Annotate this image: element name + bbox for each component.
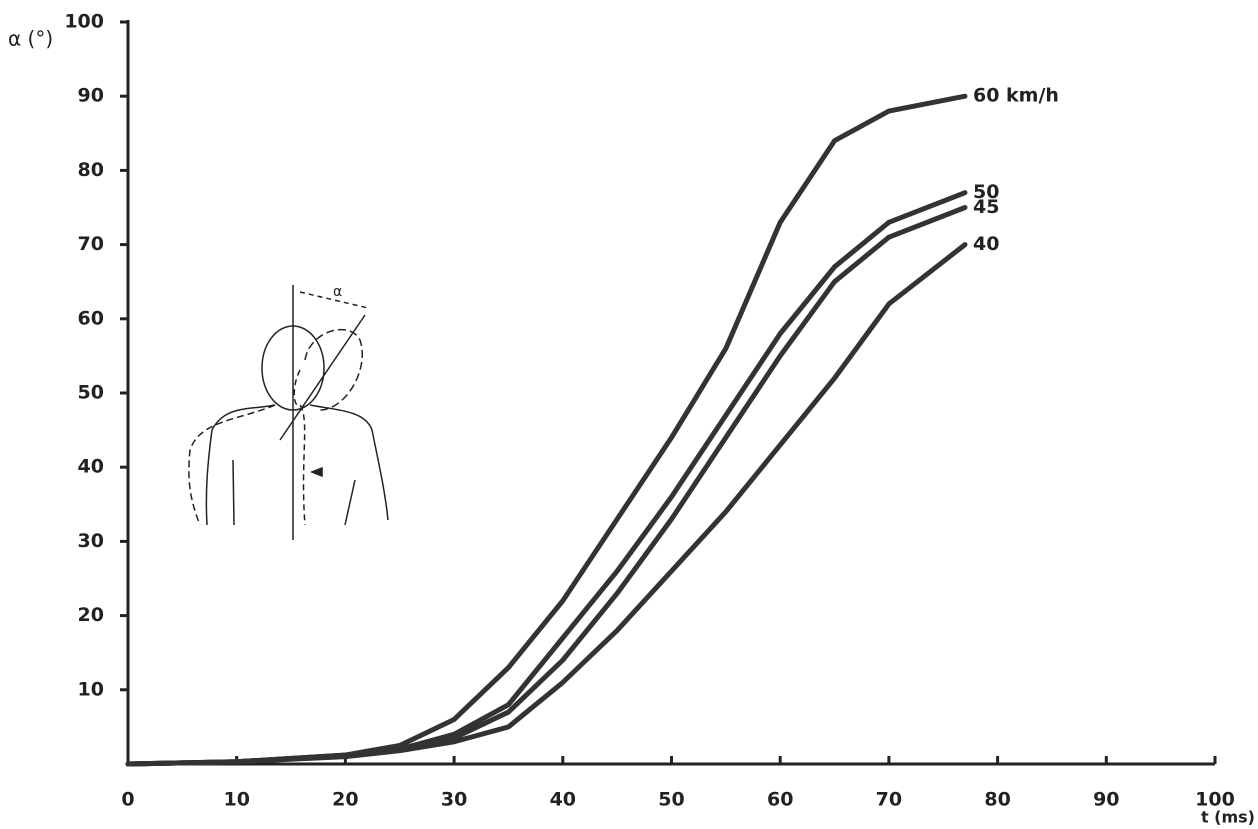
x-tick-label: 20 <box>332 789 358 811</box>
x-tick-label: 50 <box>658 789 684 811</box>
series-line <box>128 245 965 764</box>
inset-figure <box>189 285 388 540</box>
y-tick-label: 100 <box>64 11 104 33</box>
series-label: 60 km/h <box>973 85 1059 107</box>
y-tick-label: 20 <box>78 604 104 626</box>
y-tick-label: 40 <box>78 456 104 478</box>
x-tick-label: 60 <box>767 789 793 811</box>
y-tick-label: 10 <box>78 678 104 700</box>
inset-annotation: α <box>333 284 342 300</box>
x-tick-label: 70 <box>876 789 902 811</box>
y-axis-label: α (°) <box>8 27 53 51</box>
x-tick-label: 100 <box>1195 789 1235 811</box>
y-tick-label: 90 <box>78 85 104 107</box>
x-tick-label: 0 <box>121 789 134 811</box>
series-label: 40 <box>973 233 999 255</box>
y-tick-label: 70 <box>78 233 104 255</box>
y-tick-label: 30 <box>78 530 104 552</box>
x-tick-label: 30 <box>441 789 467 811</box>
y-tick-label: 60 <box>78 307 104 329</box>
y-tick-label: 80 <box>78 159 104 181</box>
series-line <box>128 96 965 764</box>
y-tick-label: 50 <box>78 382 104 404</box>
series-label: 45 <box>973 196 999 218</box>
x-tick-label: 90 <box>1093 789 1119 811</box>
chart: α (°) t (ms) α 1020304050607080901000102… <box>0 0 1258 829</box>
series-line <box>128 208 965 765</box>
x-tick-label: 10 <box>223 789 249 811</box>
x-tick-label: 80 <box>984 789 1010 811</box>
x-tick-label: 40 <box>550 789 576 811</box>
